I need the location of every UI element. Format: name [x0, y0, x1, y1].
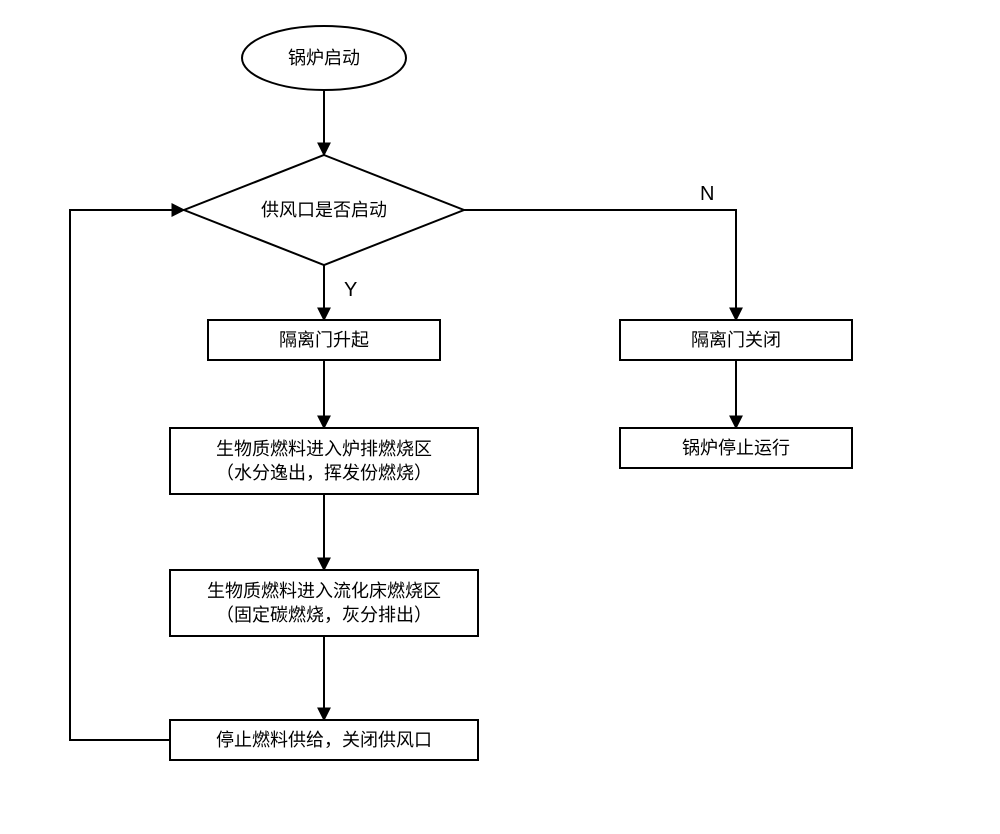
nodes-layer: 锅炉启动供风口是否启动隔离门升起生物质燃料进入炉排燃烧区 （水分逸出，挥发份燃烧）… [170, 26, 852, 760]
svg-text:隔离门升起: 隔离门升起 [279, 330, 369, 350]
svg-text:锅炉停止运行: 锅炉停止运行 [682, 438, 790, 458]
node-start: 锅炉启动 [242, 26, 406, 90]
svg-text:锅炉启动: 锅炉启动 [288, 48, 360, 68]
node-no1: 隔离门关闭 [620, 320, 852, 360]
edge-e_dec_no1 [464, 210, 736, 320]
svg-text:（水分逸出，挥发份燃烧）: （水分逸出，挥发份燃烧） [216, 463, 432, 483]
edge-label-e_dec_yes1: Y [344, 279, 357, 301]
node-yes4: 停止燃料供给，关闭供风口 [170, 720, 478, 760]
svg-text:供风口是否启动: 供风口是否启动 [261, 200, 387, 220]
svg-text:生物质燃料进入流化床燃烧区: 生物质燃料进入流化床燃烧区 [207, 581, 441, 601]
node-decision: 供风口是否启动 [184, 155, 464, 265]
node-yes3: 生物质燃料进入流化床燃烧区 （固定碳燃烧，灰分排出） [170, 570, 478, 636]
node-yes1: 隔离门升起 [208, 320, 440, 360]
svg-text:生物质燃料进入炉排燃烧区: 生物质燃料进入炉排燃烧区 [216, 439, 432, 459]
node-no2: 锅炉停止运行 [620, 428, 852, 468]
svg-text:隔离门关闭: 隔离门关闭 [691, 330, 781, 350]
edge-label-e_dec_no1: N [700, 183, 714, 205]
svg-text:停止燃料供给，关闭供风口: 停止燃料供给，关闭供风口 [216, 730, 432, 750]
edge-e_loop [70, 210, 184, 740]
svg-text:（固定碳燃烧，灰分排出）: （固定碳燃烧，灰分排出） [216, 605, 432, 625]
node-yes2: 生物质燃料进入炉排燃烧区 （水分逸出，挥发份燃烧） [170, 428, 478, 494]
